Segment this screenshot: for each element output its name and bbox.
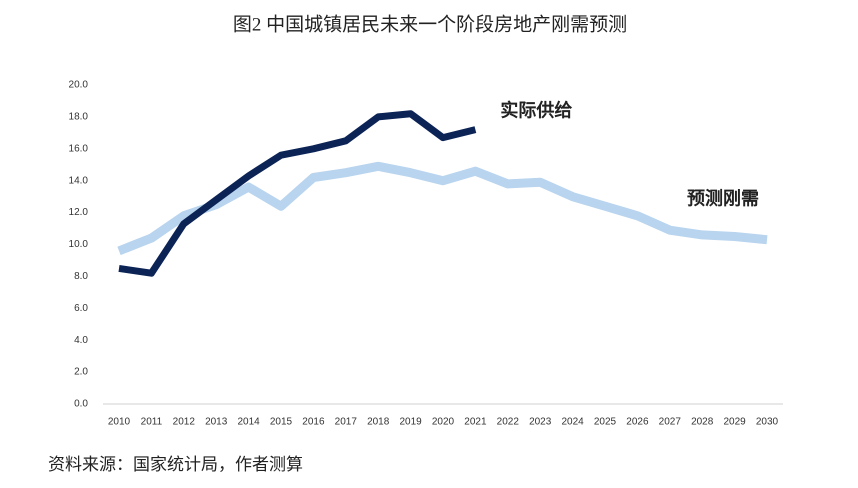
y-tick-label: 0.0 [74, 399, 88, 410]
y-tick-label: 10.0 [69, 239, 89, 250]
y-tick-label: 6.0 [74, 303, 88, 314]
y-tick-label: 2.0 [74, 367, 88, 378]
y-tick-label: 20.0 [69, 80, 89, 91]
x-tick-label: 2024 [561, 417, 584, 428]
y-tick-label: 4.0 [74, 335, 88, 346]
x-tick-label: 2021 [464, 417, 487, 428]
x-tick-label: 2030 [756, 417, 779, 428]
y-tick-label: 12.0 [69, 207, 89, 218]
y-tick-label: 8.0 [74, 271, 88, 282]
source-note: 资料来源：国家统计局，作者测算 [48, 455, 303, 474]
x-tick-label: 2017 [335, 417, 358, 428]
x-tick-label: 2019 [399, 417, 422, 428]
x-tick-label: 2015 [270, 417, 293, 428]
chart-title: 图2 中国城镇居民未来一个阶段房地产刚需预测 [233, 13, 627, 35]
x-tick-label: 2027 [659, 417, 682, 428]
x-tick-label: 2013 [205, 417, 228, 428]
y-tick-label: 18.0 [69, 112, 89, 123]
x-tick-label: 2018 [367, 417, 390, 428]
y-tick-label: 14.0 [69, 175, 89, 186]
series-label: 预测刚需 [687, 187, 759, 208]
x-tick-label: 2014 [237, 417, 260, 428]
series-line [117, 161, 768, 256]
x-tick-label: 2025 [594, 417, 617, 428]
x-tick-label: 2010 [108, 417, 131, 428]
x-tick-label: 2029 [723, 417, 746, 428]
x-tick-label: 2022 [497, 417, 520, 428]
x-tick-label: 2012 [173, 417, 196, 428]
series-label: 实际供给 [500, 99, 572, 120]
series-line [118, 110, 477, 277]
x-tick-label: 2011 [141, 417, 163, 428]
x-tick-label: 2028 [691, 417, 714, 428]
x-tick-label: 2016 [302, 417, 325, 428]
y-tick-label: 16.0 [69, 143, 89, 154]
x-tick-label: 2023 [529, 417, 552, 428]
x-tick-label: 2020 [432, 417, 455, 428]
x-tick-label: 2026 [626, 417, 649, 428]
